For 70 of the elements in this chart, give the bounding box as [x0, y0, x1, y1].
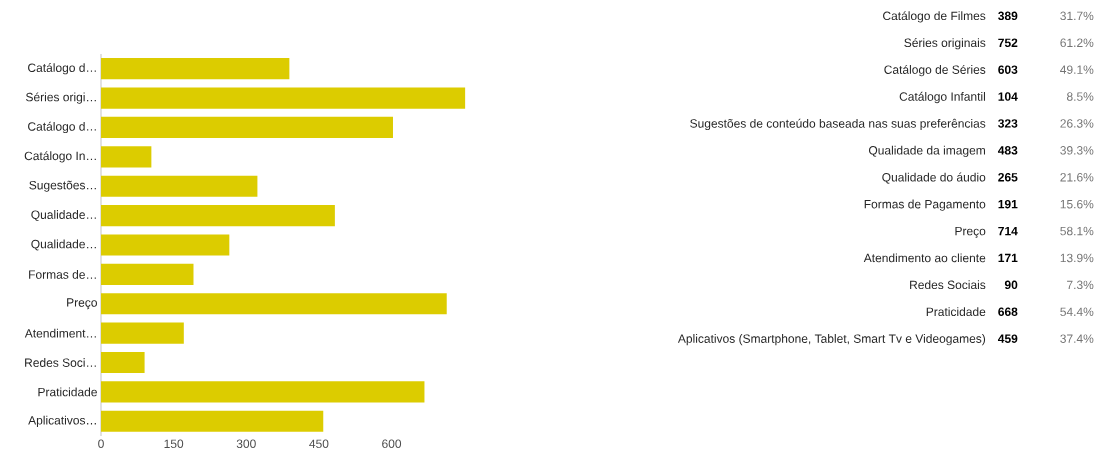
y-tick-label: Catálogo In… [24, 151, 96, 163]
bar [101, 322, 184, 344]
bar [101, 293, 447, 315]
x-tick-label: 450 [309, 439, 329, 449]
data-label: 483 [997, 146, 1018, 155]
text: 61.2% [1060, 38, 1094, 48]
category-label: Qualidade do áudio [882, 172, 986, 184]
category-label: Catálogo de Filmes [883, 11, 986, 23]
text: 49.1% [1060, 65, 1094, 74]
category-label: Séries originais [904, 38, 986, 50]
y-tick-label: Praticidade [38, 387, 97, 397]
y-tick-label: Séries origi… [26, 92, 96, 104]
y-tick-label: Sugestões… [29, 180, 96, 192]
data-label: 323 [998, 119, 1018, 128]
bar [101, 263, 194, 285]
y-tick-label: Catálogo d… [28, 63, 96, 75]
text: 37.4% [1060, 334, 1094, 343]
text: 26.3% [1060, 119, 1094, 128]
y-tick-label: Atendiment… [24, 328, 96, 338]
x-tick-label: 600 [382, 439, 402, 449]
x-tick-label: 0 [98, 439, 104, 449]
text: 39.3% [1060, 146, 1094, 155]
data-label: 90 [1004, 280, 1018, 290]
text: 15.6% [1060, 199, 1094, 209]
bar [101, 175, 258, 197]
y-tick-label: Qualidade… [31, 210, 96, 222]
data-label: 668 [998, 307, 1018, 317]
data-label: 752 [998, 38, 1018, 48]
category-label: Preço [955, 226, 986, 238]
data-label: 104 [998, 92, 1018, 101]
category-label: Aplicativos (Smartphone, Tablet, Smart Tv e Videogames) [677, 334, 986, 346]
bar [101, 205, 335, 227]
data-label: 459 [997, 334, 1018, 343]
data-label: 171 [998, 253, 1018, 263]
y-tick-label: Aplicativos… [28, 415, 96, 427]
y-tick-label: Catálogo d… [28, 121, 96, 134]
x-tick-label: 300 [236, 439, 256, 449]
category-label: Atendimento ao cliente [863, 253, 986, 263]
text: 54.4% [1060, 307, 1094, 317]
text: 58.1% [1060, 226, 1094, 236]
data-label: 265 [998, 173, 1018, 182]
bar [101, 234, 230, 256]
category-label: Formas de Pagamento [864, 199, 986, 211]
bar [101, 351, 145, 374]
bar [101, 410, 324, 432]
bar [101, 146, 152, 168]
y-tick-label: Qualidade… [31, 239, 96, 251]
bar [101, 116, 393, 139]
bar [101, 381, 425, 403]
category-label: Sugestões de conteúdo baseada nas suas preferências [690, 118, 986, 131]
data-label: 603 [998, 65, 1018, 74]
category-label: Qualidade da imagem [868, 145, 985, 157]
text: 13.9% [1060, 253, 1094, 263]
data-label: 191 [998, 199, 1018, 209]
category-label: Praticidade [926, 307, 986, 317]
category-label: Catálogo Infantil [899, 91, 985, 104]
y-tick-label: Preço [67, 298, 97, 310]
x-tick-label: 150 [164, 439, 184, 449]
text: 31.7% [1060, 11, 1094, 21]
bar [101, 58, 290, 80]
y-tick-label: Formas de… [29, 269, 96, 279]
y-tick-label: Redes Soci… [25, 358, 96, 367]
text: 8.5% [1066, 92, 1094, 101]
text: 21.6% [1060, 173, 1094, 182]
bar [101, 87, 466, 109]
data-label: 389 [998, 11, 1018, 21]
text: 7.3% [1067, 280, 1094, 290]
category-label: Redes Sociais [910, 280, 986, 290]
category-label: Catálogo de Séries [884, 64, 986, 77]
data-label: 714 [998, 226, 1018, 236]
